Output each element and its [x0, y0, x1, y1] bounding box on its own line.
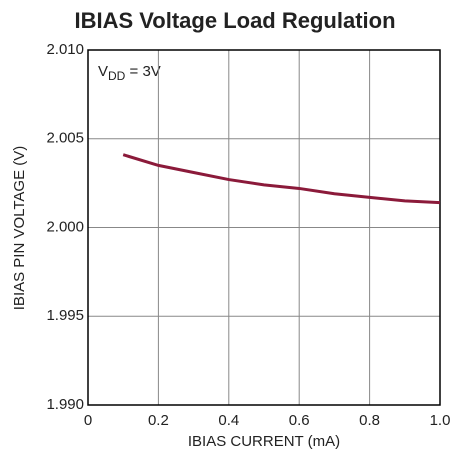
data-line [122, 153, 441, 205]
annotation-text: V [98, 63, 108, 80]
annotation-text: = 3V [125, 63, 160, 80]
plot-frame [87, 49, 441, 406]
annotation-subscript: DD [108, 69, 126, 83]
x-tick-label: 0.2 [148, 412, 169, 429]
x-tick-label: 0 [84, 412, 92, 429]
x-tick-label: 0.6 [289, 412, 310, 429]
annotation: VDD = 3V [98, 63, 161, 83]
y-tick-label: 2.010 [46, 41, 84, 58]
x-tick-label: 0.8 [359, 412, 380, 429]
x-tick-label: 0.4 [218, 412, 239, 429]
y-tick-label: 2.005 [46, 130, 84, 147]
y-tick-label: 2.000 [46, 218, 84, 235]
x-axis-label: IBIAS CURRENT (mA) [188, 433, 340, 450]
y-tick-label: 1.995 [46, 307, 84, 324]
chart-title: IBIAS Voltage Load Regulation [74, 8, 395, 33]
y-axis-label: IBIAS PIN VOLTAGE (V) [11, 146, 28, 310]
x-tick-label: 1.0 [430, 412, 451, 429]
y-tick-label: 1.990 [46, 396, 84, 413]
